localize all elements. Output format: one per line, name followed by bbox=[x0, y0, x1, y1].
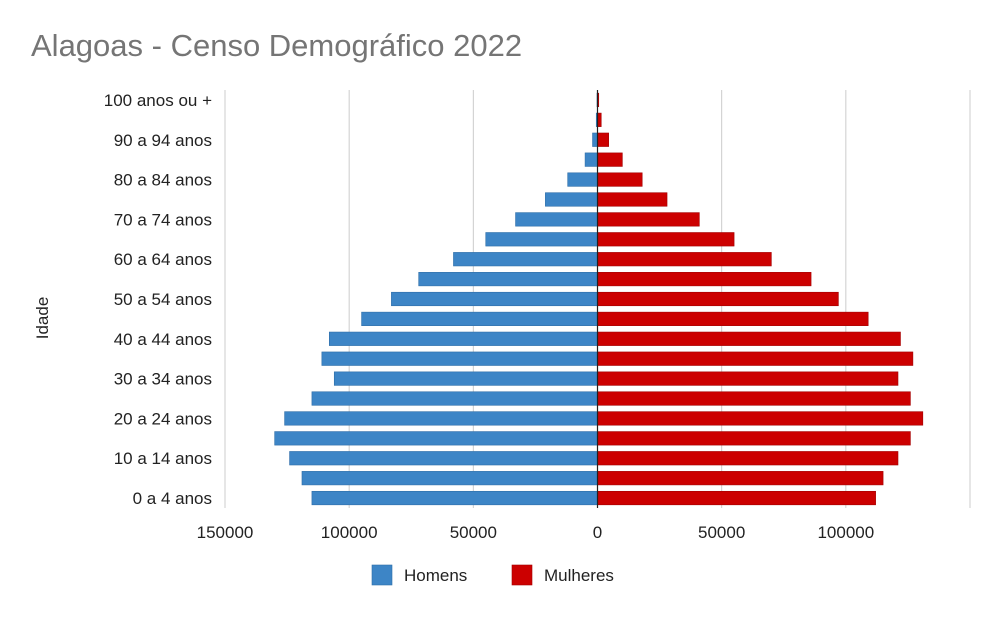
bar-mulheres-11 bbox=[597, 272, 812, 287]
bar-homens-5 bbox=[311, 391, 598, 406]
bar-homens-7 bbox=[321, 351, 598, 366]
bar-mulheres-9 bbox=[597, 311, 869, 326]
y-tick-label: 60 a 64 anos bbox=[114, 250, 212, 269]
bar-homens-11 bbox=[418, 272, 598, 287]
y-tick-label: 80 a 84 anos bbox=[114, 171, 212, 190]
legend-label-homens: Homens bbox=[404, 566, 467, 585]
x-tick-label: 100000 bbox=[817, 523, 874, 542]
legend-swatch-mulheres bbox=[511, 564, 533, 586]
x-tick-label: 50000 bbox=[698, 523, 745, 542]
x-tick-label: 100000 bbox=[321, 523, 378, 542]
y-tick-label: 50 a 54 anos bbox=[114, 290, 212, 309]
bar-homens-4 bbox=[284, 411, 598, 426]
bar-mulheres-13 bbox=[597, 232, 735, 247]
bar-mulheres-2 bbox=[597, 451, 899, 466]
bar-mulheres-16 bbox=[597, 172, 643, 187]
y-tick-label: 90 a 94 anos bbox=[114, 131, 212, 150]
y-tick-label: 10 a 14 anos bbox=[114, 449, 212, 468]
bar-homens-10 bbox=[391, 291, 598, 307]
bar-mulheres-4 bbox=[597, 411, 924, 426]
bar-homens-0 bbox=[311, 490, 598, 506]
bar-homens-6 bbox=[333, 371, 598, 386]
y-tick-label: 0 a 4 anos bbox=[133, 489, 212, 508]
bar-homens-16 bbox=[567, 172, 598, 187]
x-tick-label: 150000 bbox=[197, 523, 254, 542]
bar-mulheres-0 bbox=[597, 490, 876, 506]
y-tick-label: 20 a 24 anos bbox=[114, 409, 212, 428]
bar-homens-1 bbox=[301, 471, 598, 486]
bar-mulheres-10 bbox=[597, 291, 839, 307]
bar-homens-2 bbox=[289, 451, 598, 466]
legend-label-mulheres: Mulheres bbox=[544, 566, 614, 585]
bar-mulheres-8 bbox=[597, 331, 901, 346]
bar-homens-17 bbox=[584, 152, 598, 167]
bar-mulheres-5 bbox=[597, 391, 911, 406]
bar-homens-9 bbox=[361, 311, 598, 326]
bar-homens-12 bbox=[453, 252, 598, 267]
bar-mulheres-1 bbox=[597, 471, 884, 486]
bar-homens-8 bbox=[328, 331, 598, 346]
legend-swatch-homens bbox=[371, 564, 393, 586]
y-axis-title: Idade bbox=[33, 297, 52, 340]
bar-homens-14 bbox=[515, 212, 598, 227]
bar-mulheres-6 bbox=[597, 371, 899, 386]
y-tick-label: 30 a 34 anos bbox=[114, 370, 212, 389]
bar-mulheres-12 bbox=[597, 252, 772, 267]
y-tick-label: 40 a 44 anos bbox=[114, 330, 212, 349]
chart-title: Alagoas - Censo Demográfico 2022 bbox=[31, 28, 523, 63]
bar-mulheres-17 bbox=[597, 152, 623, 167]
bar-homens-15 bbox=[545, 192, 598, 207]
bar-homens-13 bbox=[485, 232, 598, 247]
bar-mulheres-3 bbox=[597, 431, 911, 446]
bar-mulheres-15 bbox=[597, 192, 668, 207]
x-tick-label: 0 bbox=[593, 523, 602, 542]
bar-mulheres-14 bbox=[597, 212, 700, 227]
y-tick-label: 100 anos ou + bbox=[104, 91, 212, 110]
bar-homens-3 bbox=[274, 431, 598, 446]
x-tick-label: 50000 bbox=[450, 523, 497, 542]
bar-mulheres-7 bbox=[597, 351, 914, 366]
y-tick-label: 70 a 74 anos bbox=[114, 210, 212, 229]
bar-mulheres-18 bbox=[597, 132, 609, 147]
bar-homens-18 bbox=[592, 132, 598, 147]
